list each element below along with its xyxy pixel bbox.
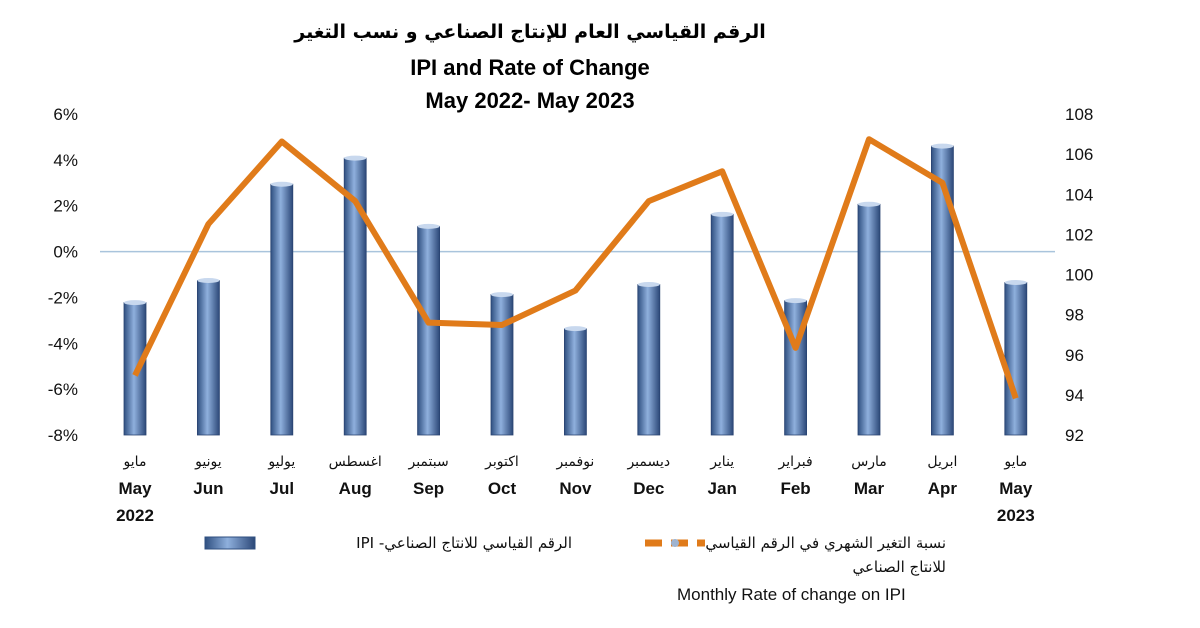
category-label-ar: اغسطس [329,454,382,470]
legend-rate-label-1: نسبة التغير الشهري في الرقم القياسي [705,534,946,552]
category-label: Feb [780,479,810,498]
category-label: Oct [488,479,517,498]
right-axis-tick: 96 [1065,346,1084,365]
right-axis-tick: 92 [1065,426,1084,445]
category-label: Sep [413,479,444,498]
left-axis-tick: 4% [53,151,78,170]
ipi-bar-cap [344,155,367,161]
category-label-ar: فبراير [778,454,813,470]
ipi-bar-cap [931,143,954,149]
chart-subtitle: May 2022- May 2023 [425,88,635,113]
category-label-ar: يونيو [194,454,222,470]
left-axis-tick: 2% [53,197,78,216]
left-axis-tick: 0% [53,243,78,262]
category-label: Jan [708,479,737,498]
right-axis-tick: 94 [1065,386,1084,405]
legend-ipi-swatch [204,536,256,550]
right-axis-tick: 108 [1065,105,1093,124]
legend-rate-marker-icon [671,539,679,547]
category-label-ar: سبتمبر [407,454,448,470]
ipi-bar-cap [417,223,440,229]
ipi-bar [564,328,587,436]
category-label-ar: ابريل [927,454,957,470]
ipi-bar-cap [270,181,293,187]
left-axis-tick: -2% [48,288,78,307]
ipi-bar [1004,282,1028,436]
category-label: May [118,479,152,498]
category-label-ar: يوليو [267,454,295,470]
category-label: Jun [193,479,223,498]
ipi-bar-cap [637,282,660,288]
legend-rate-label-2: للانتاج الصناعي [852,558,946,576]
ipi-bar-cap [197,278,220,284]
right-axis-tick: 106 [1065,145,1093,164]
legend-ipi-label: الرقم القياسي للانتاج الصناعي- IPI [356,534,572,552]
right-axis-tick: 104 [1065,185,1093,204]
category-label-ar: مايو [123,454,147,470]
ipi-bar-cap [858,201,880,207]
left-axis-tick: 6% [53,105,78,124]
ipi-bar-cap [1004,280,1027,286]
left-axis-tick: -8% [48,426,78,445]
category-label: May [999,479,1033,498]
right-axis-tick: 100 [1065,266,1093,285]
category-label-ar: يناير [709,454,734,470]
left-axis-tick: -6% [48,380,78,399]
category-year: 2023 [997,506,1035,525]
ipi-bar [490,294,514,436]
ipi-bar-cap [124,300,146,306]
ipi-bar-cap [711,211,734,217]
legend-rate-label-en: Monthly Rate of change on IPI [677,585,906,604]
legend [204,536,705,550]
category-year: 2022 [116,506,154,525]
category-label: Jul [270,479,295,498]
category-label: Dec [633,479,664,498]
category-label: Nov [559,479,592,498]
ipi-bar [637,284,661,436]
category-label: Mar [854,479,885,498]
ipi-bar-cap [491,292,513,298]
ipi-bar [196,280,220,436]
left-axis-tick: -4% [48,334,78,353]
ipi-bar-cap [784,298,807,304]
category-label-ar: مارس [851,454,887,470]
chart-title: IPI and Rate of Change [410,55,650,80]
category-label-ar: ديسمبر [626,454,670,470]
ipi-bar [857,203,881,436]
ipi-bar [710,213,734,436]
category-label: Apr [928,479,958,498]
category-label-ar: نوفمبر [555,454,594,470]
right-axis-tick: 98 [1065,306,1084,325]
right-axis-tick: 102 [1065,225,1093,244]
category-label-ar: اكتوبر [484,454,519,470]
ipi-bar [417,225,441,436]
category-label: Aug [339,479,372,498]
category-label-ar: مايو [1003,454,1027,470]
chart-title-arabic: الرقم القياسي العام للإنتاج الصناعي و نس… [294,21,766,43]
ipi-bar-cap [564,326,587,332]
ipi-bar [270,183,294,436]
